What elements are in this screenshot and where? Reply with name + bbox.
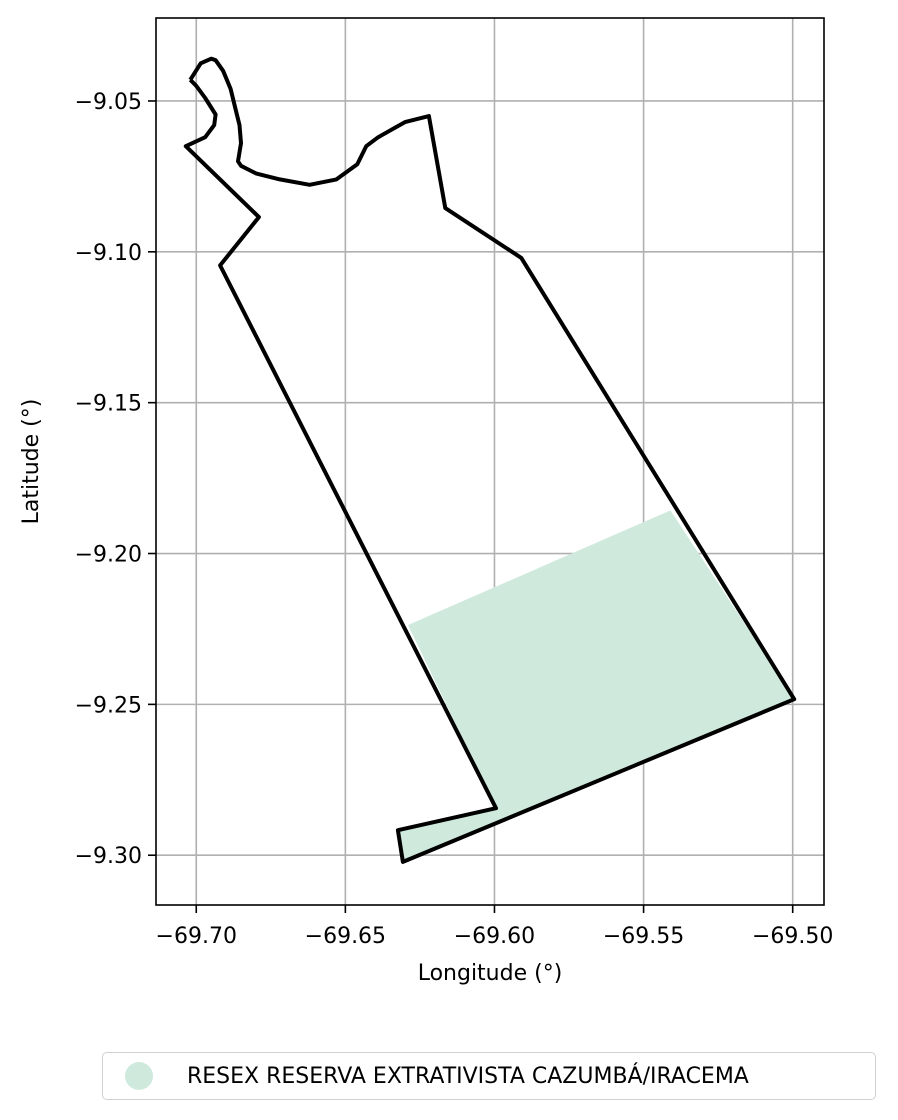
y-tick-label: −9.30: [75, 844, 142, 869]
legend-label: RESEX RESERVA EXTRATIVISTA CAZUMBÁ/IRACE…: [187, 1064, 749, 1089]
y-tick-label: −9.05: [75, 90, 142, 115]
x-tick-label: −69.70: [156, 924, 237, 949]
y-tick-label: −9.15: [75, 392, 142, 417]
x-axis-label: Longitude (°): [418, 961, 563, 986]
x-axis-ticks: −69.70 −69.65 −69.60 −69.55 −69.50: [156, 905, 834, 949]
x-tick-label: −69.55: [603, 924, 684, 949]
y-tick-label: −9.25: [75, 693, 142, 718]
y-tick-label: −9.10: [75, 241, 142, 266]
x-tick-label: −69.50: [752, 924, 833, 949]
x-tick-label: −69.60: [454, 924, 535, 949]
legend-swatch: [125, 1062, 153, 1090]
y-axis-label: Latitude (°): [19, 399, 44, 525]
legend: RESEX RESERVA EXTRATIVISTA CAZUMBÁ/IRACE…: [102, 1052, 876, 1100]
map-plot: −69.70 −69.65 −69.60 −69.55 −69.50 −9.05 −9.1…: [0, 0, 898, 1010]
y-tick-label: −9.20: [75, 543, 142, 568]
y-axis-ticks: −9.05 −9.10 −9.15 −9.20 −9.25 −9.30: [75, 90, 156, 869]
x-tick-label: −69.65: [305, 924, 386, 949]
reserve-filled-area: [398, 510, 794, 862]
